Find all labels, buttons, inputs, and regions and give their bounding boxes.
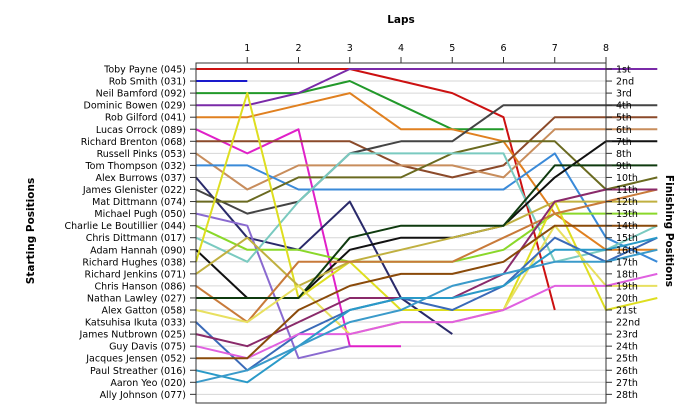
finishing-label: 23rd xyxy=(616,330,638,341)
finishing-label: 24th xyxy=(616,342,638,353)
x-tick-label: 1 xyxy=(244,43,250,54)
starting-label: Nathan Lawley (027) xyxy=(87,293,186,304)
starting-label: Chris Hanson (086) xyxy=(94,281,186,292)
series-line xyxy=(196,116,658,179)
series-line xyxy=(196,224,658,360)
finishing-label: 13th xyxy=(616,209,638,220)
starting-label: Tom Thompson (032) xyxy=(84,161,186,172)
finishing-label: 17th xyxy=(616,257,638,268)
finishing-label: 6th xyxy=(616,125,632,136)
finishing-label: 18th xyxy=(616,269,638,280)
series-line xyxy=(195,128,401,348)
starting-label: Michael Pugh (050) xyxy=(94,209,186,220)
finishing-label: 2nd xyxy=(616,77,634,88)
starting-label: Alex Burrows (037) xyxy=(95,173,186,184)
finishing-label: 9th xyxy=(616,161,632,172)
series-line xyxy=(196,68,556,311)
starting-label: Mat Dittmann (074) xyxy=(92,197,186,208)
finishing-label: 4th xyxy=(616,101,632,112)
finishing-label: 3rd xyxy=(616,89,632,100)
starting-label: Charlie Le Boutillier (044) xyxy=(65,221,186,232)
starting-label: Ally Johnson (077) xyxy=(100,390,186,401)
finishing-label: 5th xyxy=(616,113,632,124)
starting-label: Rob Gilford (041) xyxy=(105,113,186,124)
finishing-label: 8th xyxy=(616,149,632,160)
starting-label: Rob Smith (031) xyxy=(109,77,186,88)
finishing-label: 12th xyxy=(616,197,638,208)
series-line xyxy=(195,128,658,191)
x-ticks: 1 2 3 4 5 6 7 8 xyxy=(244,43,609,63)
series-line xyxy=(195,176,453,335)
series-line xyxy=(195,188,658,324)
starting-label: Dominic Bowen (029) xyxy=(84,101,186,112)
finishing-label: 16th xyxy=(616,245,638,256)
starting-label: Lucas Orrock (089) xyxy=(96,125,186,136)
starting-label: Richard Hughes (038) xyxy=(82,257,186,268)
series-line xyxy=(195,200,658,287)
finishing-label: 19th xyxy=(616,281,638,292)
series-line xyxy=(196,152,658,263)
x-tick-label: 4 xyxy=(398,43,404,54)
finishing-label: 15th xyxy=(616,233,638,244)
finishing-label: 22nd xyxy=(616,318,640,329)
finishing-label: 14th xyxy=(616,221,638,232)
starting-label: Adam Hannah (090) xyxy=(90,245,186,256)
finishing-label: 20th xyxy=(616,293,638,304)
finishing-label: 28th xyxy=(616,390,638,401)
starting-label: Aaron Yeo (020) xyxy=(110,378,186,389)
y-axis-title-right: Finishing Positions xyxy=(663,175,675,287)
starting-label: Paul Streather (016) xyxy=(90,366,186,377)
series-line xyxy=(195,272,658,360)
x-tick-label: 2 xyxy=(295,43,301,54)
starting-label: James Nutbrown (025) xyxy=(79,330,186,341)
finishing-label: 1st xyxy=(616,65,631,76)
starting-label: Alex Gatton (058) xyxy=(102,306,187,317)
starting-label: Russell Pinks (053) xyxy=(97,149,186,160)
series-line xyxy=(195,104,658,215)
x-axis-title: Laps xyxy=(387,14,415,26)
starting-label: Katsuhisa Ikuta (033) xyxy=(85,318,186,329)
finishing-label: 11th xyxy=(616,185,638,196)
starting-label: James Glenister (022) xyxy=(82,185,186,196)
series-line xyxy=(196,92,658,251)
finishing-label: 21st xyxy=(616,306,637,317)
starting-label: Toby Payne (045) xyxy=(103,65,186,76)
x-tick-label: 8 xyxy=(603,43,609,54)
finishing-label: 25th xyxy=(616,354,638,365)
starting-label: Jacques Jensen (052) xyxy=(85,354,186,365)
series-line xyxy=(196,164,658,299)
finishing-labels: 1st2nd3rd4th5th6th7th8th9th10th11th12th1… xyxy=(606,65,640,401)
starting-label: Richard Brenton (068) xyxy=(81,137,186,148)
series-lines xyxy=(195,68,658,384)
x-tick-label: 5 xyxy=(449,43,455,54)
finishing-label: 10th xyxy=(616,173,638,184)
y-axis-title-left: Starting Positions xyxy=(25,178,37,284)
finishing-label: 27th xyxy=(616,378,638,389)
finishing-label: 26th xyxy=(616,366,638,377)
x-tick-label: 7 xyxy=(552,43,558,54)
starting-label: Chris Dittmann (017) xyxy=(86,233,186,244)
series-line xyxy=(195,248,658,384)
starting-label: Guy Davis (075) xyxy=(109,342,186,353)
starting-label: Richard Jenkins (071) xyxy=(85,269,186,280)
finishing-label: 7th xyxy=(616,137,632,148)
x-tick-label: 3 xyxy=(347,43,353,54)
starting-label: Neil Bamford (092) xyxy=(96,89,186,100)
series-line xyxy=(196,68,658,107)
starting-labels: Toby Payne (045)Rob Smith (031)Neil Bamf… xyxy=(65,65,196,401)
x-tick-label: 6 xyxy=(500,43,506,54)
